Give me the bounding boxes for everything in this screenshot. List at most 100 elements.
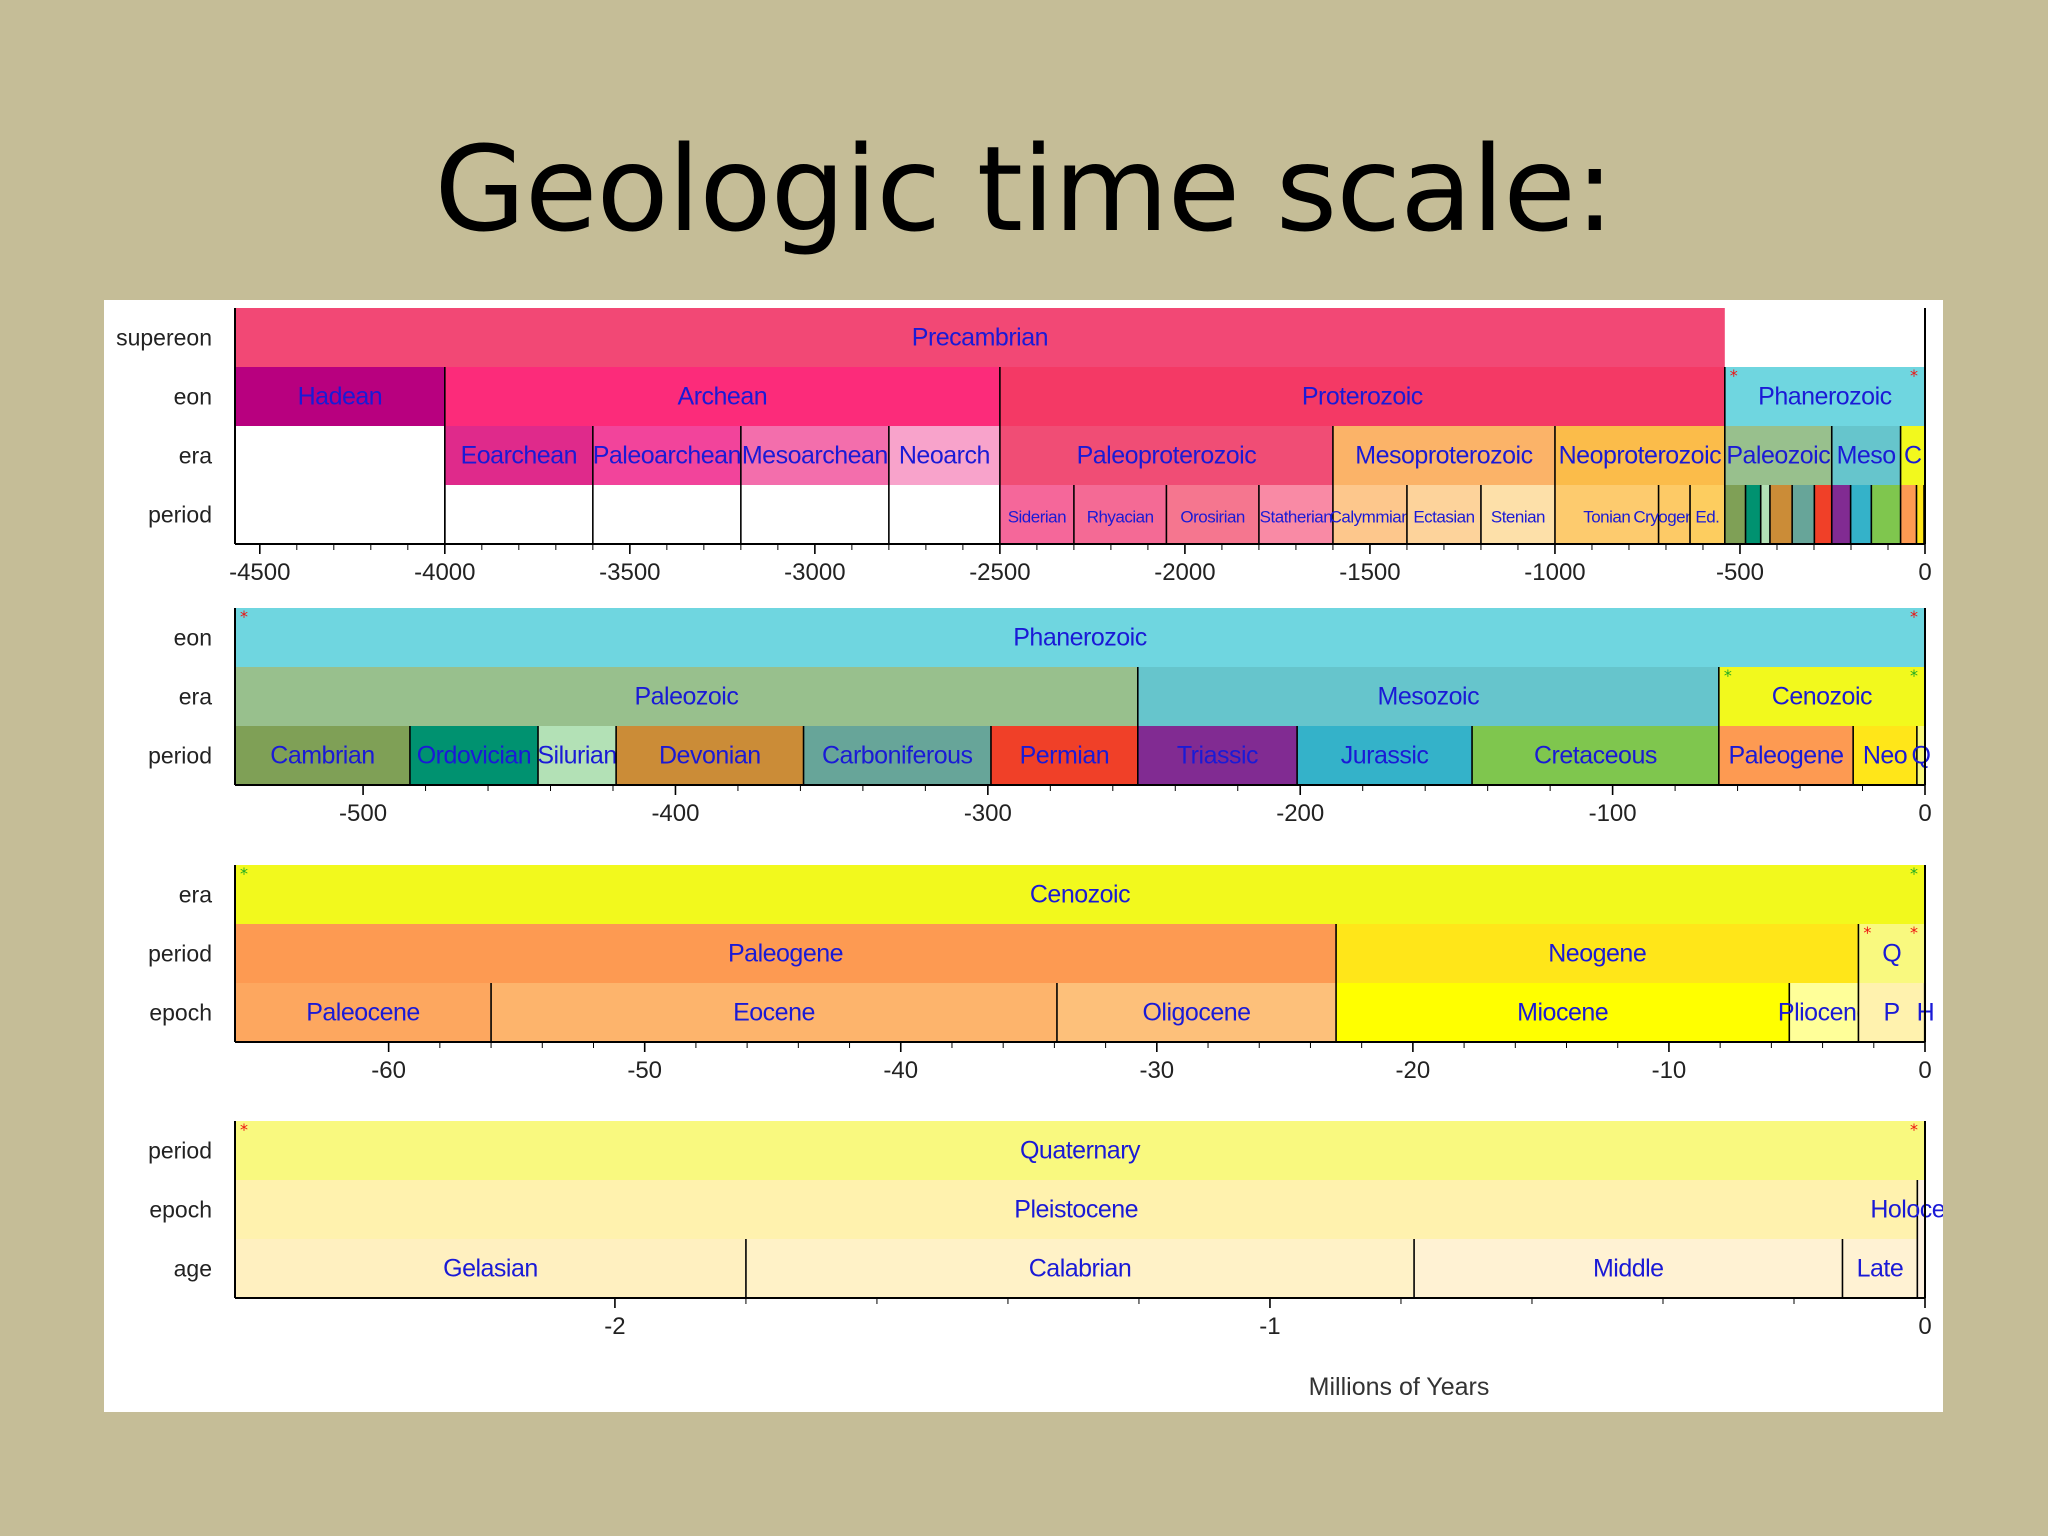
timeline-band <box>235 726 410 785</box>
band-label: Cretaceous <box>1534 742 1657 770</box>
timeline-band <box>990 726 1138 785</box>
timeline-band <box>1792 485 1815 544</box>
timeline-band <box>1658 485 1691 544</box>
timeline-band <box>1297 726 1473 785</box>
timeline-band <box>745 1239 1415 1298</box>
band-label: Neo <box>1863 742 1907 770</box>
timeline-band <box>1917 1180 1925 1239</box>
row-label: period <box>148 743 212 769</box>
timeline-band <box>1916 726 1925 785</box>
axis-tick-label: -1000 <box>1524 559 1585 586</box>
axis-tick-label: -2 <box>604 1313 625 1340</box>
timeline-band <box>491 983 1057 1042</box>
timeline-band <box>235 608 1925 667</box>
band-label: Ectasian <box>1413 508 1474 527</box>
timeline-band <box>1842 1239 1918 1298</box>
timeline-band <box>1858 983 1925 1042</box>
timeline-band <box>538 726 617 785</box>
row-label: era <box>179 684 212 710</box>
axis-tick-label: -20 <box>1396 1057 1431 1084</box>
axis-tick-label: -2000 <box>1154 559 1215 586</box>
row-label: age <box>174 1256 212 1282</box>
timeline-band <box>1831 426 1901 485</box>
axis-tick-label: -10 <box>1652 1057 1687 1084</box>
timeline-band <box>1166 485 1259 544</box>
timeline-band <box>235 308 1725 367</box>
timeline-band <box>1336 983 1790 1042</box>
timeline-band <box>1336 924 1859 983</box>
axis-tick-label: -1 <box>1259 1313 1280 1340</box>
timeline-band <box>1690 485 1725 544</box>
timeline-band <box>444 367 1000 426</box>
timeline-band <box>1831 485 1851 544</box>
band-label: Siderian <box>1008 508 1066 527</box>
axis-tick-label: -300 <box>964 800 1012 827</box>
row-label: eon <box>174 625 212 651</box>
star-marker: * <box>1910 923 1918 942</box>
star-marker: * <box>1910 607 1918 626</box>
star-marker: * <box>1724 666 1732 685</box>
timeline-band <box>1789 983 1859 1042</box>
band-label: Oligocene <box>1142 999 1250 1027</box>
band-label: Hadean <box>298 383 383 411</box>
band-label: Neoproterozoic <box>1559 442 1722 470</box>
band-label: Mesoproterozoic <box>1355 442 1532 470</box>
row-label: supereon <box>116 325 212 351</box>
band-label: Calymmian <box>1330 508 1411 527</box>
timeline-band <box>616 726 804 785</box>
star-marker: * <box>1730 366 1738 385</box>
timeline-band <box>1718 726 1854 785</box>
band-label: Paleozoic <box>634 683 738 711</box>
timeline-band <box>592 426 741 485</box>
band-label: Eoarchean <box>461 442 577 470</box>
row-label: period <box>148 1138 212 1164</box>
timeline-band <box>1850 485 1872 544</box>
band-label: Paleozoic <box>1726 442 1830 470</box>
axis-tick-label: -30 <box>1139 1057 1174 1084</box>
axis-tick-label: -50 <box>627 1057 662 1084</box>
band-label: Ed. <box>1695 508 1719 527</box>
axis-tick-label: 0 <box>1918 1313 1931 1340</box>
band-label: Paleogene <box>728 940 843 968</box>
axis-tick-label: -500 <box>1716 559 1764 586</box>
band-label: Phanerozoic <box>1013 624 1146 652</box>
band-label: Paleogene <box>1728 742 1843 770</box>
timeline-band <box>1853 726 1917 785</box>
timeline-band <box>1900 485 1917 544</box>
band-label: Cenozoic <box>1772 683 1872 711</box>
band-label: C <box>1904 442 1922 470</box>
timeline-band <box>1332 426 1555 485</box>
band-label: Tonian <box>1583 508 1630 527</box>
timeline-band <box>1858 924 1925 983</box>
timeline-band <box>999 367 1725 426</box>
band-label: Neogene <box>1548 940 1646 968</box>
axis-tick-label: -3000 <box>784 559 845 586</box>
band-label: Stenian <box>1491 508 1545 527</box>
axis-tick-label: -500 <box>339 800 387 827</box>
band-label: Precambrian <box>912 324 1048 352</box>
row-label: epoch <box>149 1000 212 1026</box>
timeline-band <box>235 983 492 1042</box>
timeline-band <box>1724 485 1746 544</box>
band-label: Proterozoic <box>1302 383 1423 411</box>
timeline-band <box>1554 485 1659 544</box>
timeline-band <box>444 426 593 485</box>
row-label: epoch <box>149 1197 212 1223</box>
timeline-band <box>235 865 1925 924</box>
chart-panel: supereon eon era period Precambrian Hadean Arc… <box>104 300 1943 1412</box>
band-label: Ordovician <box>417 742 532 770</box>
timeline-band <box>1917 1239 1925 1298</box>
band-label: Gelasian <box>443 1255 538 1283</box>
band-label: Eocene <box>733 999 815 1027</box>
axis-tick-label: 0 <box>1918 800 1931 827</box>
axis-tick-label: -1500 <box>1339 559 1400 586</box>
timeline-band <box>1814 485 1832 544</box>
timeline-band <box>888 426 1000 485</box>
band-label: Archean <box>678 383 768 411</box>
band-label: Silurian <box>537 742 616 770</box>
slide-title: Geologic time scale: <box>434 120 1614 258</box>
band-label: Pliocene <box>1778 999 1870 1027</box>
row-label: period <box>148 502 212 528</box>
band-label: Neoarch <box>899 442 990 470</box>
star-marker: * <box>1910 366 1918 385</box>
